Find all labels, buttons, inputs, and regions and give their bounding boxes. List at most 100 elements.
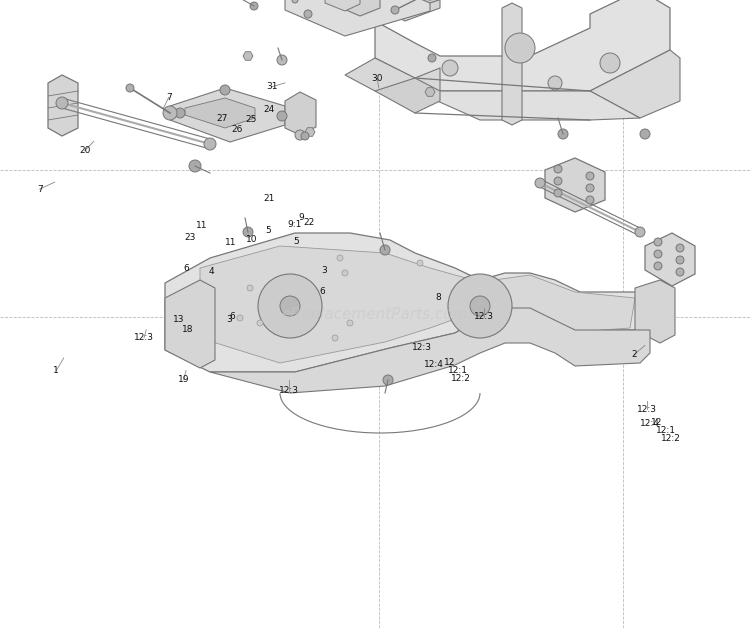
Circle shape [342, 270, 348, 276]
Text: 25: 25 [245, 115, 257, 124]
Circle shape [204, 138, 216, 150]
Text: 12:1: 12:1 [656, 426, 676, 435]
Circle shape [220, 85, 230, 95]
Polygon shape [502, 3, 522, 125]
Circle shape [280, 296, 300, 316]
Circle shape [676, 256, 684, 264]
Circle shape [277, 111, 287, 121]
Text: 6: 6 [230, 312, 236, 321]
Circle shape [304, 10, 312, 18]
Circle shape [380, 245, 390, 255]
Text: 20: 20 [79, 146, 91, 155]
Text: 7: 7 [37, 185, 43, 193]
Polygon shape [635, 280, 675, 343]
Circle shape [505, 33, 535, 63]
Polygon shape [545, 158, 605, 212]
Text: 12:4: 12:4 [424, 360, 443, 369]
Circle shape [417, 260, 423, 266]
Circle shape [554, 165, 562, 173]
Text: 11: 11 [196, 221, 208, 230]
Circle shape [189, 160, 201, 172]
Text: 12:3: 12:3 [637, 405, 656, 414]
Text: 12:1: 12:1 [448, 366, 468, 375]
Text: 10: 10 [246, 236, 258, 244]
Text: 6: 6 [320, 287, 326, 296]
Text: 23: 23 [184, 233, 196, 242]
Text: 19: 19 [178, 376, 190, 384]
Circle shape [600, 53, 620, 73]
Text: 3: 3 [226, 315, 232, 323]
Circle shape [640, 129, 650, 139]
Circle shape [250, 2, 258, 10]
Polygon shape [380, 0, 440, 21]
Text: 26: 26 [231, 126, 243, 134]
Circle shape [470, 296, 490, 316]
Polygon shape [210, 308, 650, 393]
Polygon shape [330, 0, 380, 16]
Circle shape [332, 335, 338, 341]
Circle shape [535, 178, 545, 188]
Circle shape [586, 172, 594, 180]
Circle shape [247, 285, 253, 291]
Polygon shape [185, 98, 255, 128]
Polygon shape [375, 0, 670, 91]
Text: 24: 24 [262, 106, 274, 114]
Text: 12:3: 12:3 [134, 333, 154, 342]
Text: 9:1: 9:1 [287, 220, 302, 229]
Text: 3: 3 [321, 266, 327, 274]
Circle shape [383, 375, 393, 385]
Text: 1: 1 [53, 366, 59, 375]
Text: 9: 9 [298, 213, 304, 222]
Circle shape [554, 189, 562, 197]
Circle shape [548, 76, 562, 90]
Text: 12: 12 [444, 359, 456, 367]
Text: 6: 6 [183, 264, 189, 273]
Text: 5: 5 [266, 226, 272, 235]
Text: 12:3: 12:3 [413, 343, 432, 352]
Circle shape [676, 244, 684, 252]
Polygon shape [165, 280, 215, 368]
Polygon shape [425, 88, 435, 96]
Text: 12:4: 12:4 [640, 419, 659, 428]
Circle shape [558, 129, 568, 139]
Circle shape [635, 227, 645, 237]
Polygon shape [243, 51, 253, 60]
Circle shape [554, 177, 562, 185]
Text: 13: 13 [172, 315, 184, 323]
Text: 12:3: 12:3 [474, 312, 494, 321]
Polygon shape [200, 246, 635, 363]
Circle shape [676, 268, 684, 276]
Circle shape [243, 227, 253, 237]
Polygon shape [165, 233, 650, 372]
Circle shape [337, 255, 343, 261]
Polygon shape [325, 0, 360, 11]
Text: 4: 4 [209, 267, 214, 276]
Circle shape [175, 108, 185, 118]
Circle shape [301, 132, 309, 140]
Circle shape [277, 55, 287, 65]
Polygon shape [590, 50, 680, 118]
Polygon shape [375, 78, 440, 113]
Text: 12: 12 [650, 418, 662, 427]
Polygon shape [48, 75, 78, 136]
Polygon shape [345, 58, 440, 91]
Circle shape [347, 320, 353, 326]
Text: 12:3: 12:3 [279, 386, 298, 395]
Polygon shape [400, 0, 460, 3]
Text: 22: 22 [303, 219, 315, 227]
Circle shape [258, 274, 322, 338]
Circle shape [391, 6, 399, 14]
Circle shape [442, 60, 458, 76]
Text: 18: 18 [182, 325, 194, 333]
Text: 11: 11 [225, 238, 237, 247]
Text: 7: 7 [166, 93, 172, 102]
Circle shape [448, 274, 512, 338]
Circle shape [586, 196, 594, 204]
Text: eReplacementParts.com: eReplacementParts.com [282, 306, 468, 322]
Polygon shape [305, 127, 315, 136]
Polygon shape [285, 92, 316, 135]
Circle shape [586, 184, 594, 192]
Circle shape [292, 0, 298, 3]
Circle shape [163, 106, 177, 120]
Text: 5: 5 [293, 237, 299, 246]
